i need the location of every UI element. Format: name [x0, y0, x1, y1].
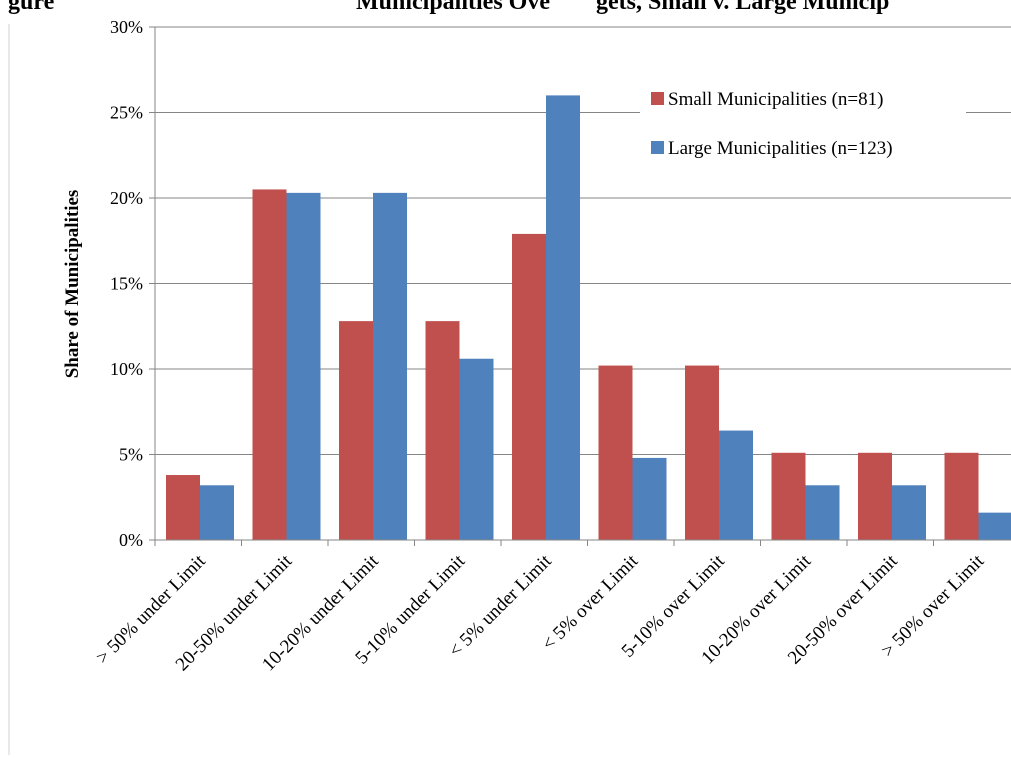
legend-swatch-large	[651, 141, 664, 154]
chart-title-fragment-2: Municipalities Ove	[356, 0, 550, 15]
bar-small	[599, 366, 633, 540]
bar-small	[339, 321, 373, 540]
legend-swatch-small	[651, 92, 664, 105]
bar-large	[200, 485, 234, 540]
bar-large	[287, 193, 321, 540]
bar-small	[512, 234, 546, 540]
bar-large	[546, 95, 580, 540]
bar-small	[858, 453, 892, 540]
y-tick-label: 30%	[110, 17, 143, 37]
y-axis-label: Share of Municipalities	[62, 190, 83, 379]
bar-large	[633, 458, 667, 540]
y-tick-label: 15%	[110, 274, 143, 294]
legend-label-large: Large Municipalities (n=123)	[668, 138, 893, 159]
chart-title-fragment-3: gets, Small v. Large Municip	[596, 0, 889, 15]
bar-small	[685, 366, 719, 540]
legend: Small Municipalities (n=81) Large Munici…	[640, 82, 966, 172]
chart-title-fragment-1: gure	[8, 0, 55, 15]
bar-large	[892, 485, 926, 540]
bar-large	[719, 431, 753, 540]
bar-large	[460, 359, 494, 540]
bar-small	[426, 321, 460, 540]
y-tick-label: 10%	[110, 359, 143, 379]
bar-small	[166, 475, 200, 540]
bar-large	[979, 513, 1011, 540]
bar-small	[253, 189, 287, 540]
bar-large	[806, 485, 840, 540]
bar-large	[373, 193, 407, 540]
legend-label-small: Small Municipalities (n=81)	[668, 89, 883, 110]
bar-small	[772, 453, 806, 540]
y-tick-label: 5%	[119, 445, 143, 465]
y-tick-label: 0%	[119, 530, 143, 550]
bar-small	[945, 453, 979, 540]
y-tick-label: 25%	[110, 103, 143, 123]
y-tick-label: 20%	[110, 188, 143, 208]
